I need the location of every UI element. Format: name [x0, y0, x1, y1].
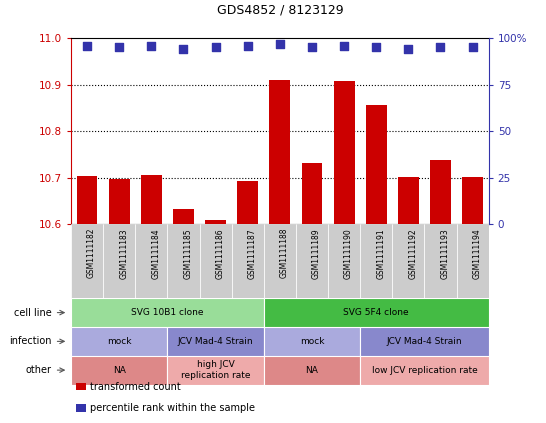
FancyBboxPatch shape — [168, 224, 199, 298]
Text: GDS4852 / 8123129: GDS4852 / 8123129 — [217, 4, 343, 17]
Text: GSM1111189: GSM1111189 — [312, 228, 321, 278]
Bar — [238, 181, 258, 224]
Bar — [76, 176, 98, 224]
Text: mock: mock — [107, 337, 132, 346]
FancyBboxPatch shape — [264, 356, 360, 385]
Bar — [462, 177, 483, 224]
Text: GSM1111187: GSM1111187 — [248, 228, 257, 278]
Text: SVG 10B1 clone: SVG 10B1 clone — [131, 308, 204, 317]
Text: GSM1111191: GSM1111191 — [376, 228, 385, 278]
Text: GSM1111185: GSM1111185 — [183, 228, 192, 278]
Text: low JCV replication rate: low JCV replication rate — [371, 365, 477, 375]
Bar — [173, 209, 194, 224]
Text: JCV Mad-4 Strain: JCV Mad-4 Strain — [387, 337, 462, 346]
Point — [82, 42, 91, 49]
Point — [340, 42, 348, 49]
Text: NA: NA — [112, 365, 126, 375]
FancyBboxPatch shape — [71, 298, 264, 327]
Bar — [366, 104, 387, 224]
Text: GSM1111192: GSM1111192 — [408, 228, 417, 278]
Point — [179, 46, 188, 52]
Bar — [141, 175, 162, 224]
FancyBboxPatch shape — [71, 356, 168, 385]
Text: GSM1111194: GSM1111194 — [473, 228, 482, 279]
Text: GSM1111188: GSM1111188 — [280, 228, 289, 278]
Text: GSM1111184: GSM1111184 — [151, 228, 161, 278]
FancyBboxPatch shape — [168, 327, 264, 356]
Text: GSM1111190: GSM1111190 — [344, 228, 353, 279]
Bar — [109, 179, 129, 224]
FancyBboxPatch shape — [71, 327, 168, 356]
Text: GSM1111186: GSM1111186 — [216, 228, 224, 278]
Point — [436, 44, 445, 51]
Text: GSM1111183: GSM1111183 — [119, 228, 128, 278]
FancyBboxPatch shape — [103, 224, 135, 298]
Bar — [76, 383, 86, 390]
FancyBboxPatch shape — [392, 224, 424, 298]
FancyBboxPatch shape — [424, 224, 456, 298]
Bar — [398, 177, 419, 224]
FancyBboxPatch shape — [232, 224, 264, 298]
FancyBboxPatch shape — [360, 327, 489, 356]
FancyBboxPatch shape — [199, 224, 232, 298]
Bar — [269, 80, 290, 224]
Point — [244, 42, 252, 49]
Point — [372, 44, 381, 51]
Point — [276, 40, 284, 47]
Text: SVG 5F4 clone: SVG 5F4 clone — [343, 308, 409, 317]
FancyBboxPatch shape — [296, 224, 328, 298]
Point — [115, 44, 123, 51]
Bar — [334, 81, 354, 224]
Text: GSM1111182: GSM1111182 — [87, 228, 96, 278]
FancyBboxPatch shape — [71, 224, 103, 298]
FancyBboxPatch shape — [264, 224, 296, 298]
Text: GSM1111193: GSM1111193 — [441, 228, 449, 279]
Text: cell line: cell line — [14, 308, 52, 318]
Bar — [205, 220, 226, 224]
FancyBboxPatch shape — [360, 356, 489, 385]
Text: other: other — [26, 365, 52, 375]
Bar — [301, 163, 322, 224]
Point — [147, 42, 156, 49]
FancyBboxPatch shape — [264, 327, 360, 356]
Text: NA: NA — [306, 365, 318, 375]
Text: mock: mock — [300, 337, 324, 346]
FancyBboxPatch shape — [264, 298, 489, 327]
Text: JCV Mad-4 Strain: JCV Mad-4 Strain — [178, 337, 253, 346]
Text: high JCV
replication rate: high JCV replication rate — [181, 360, 250, 380]
FancyBboxPatch shape — [168, 356, 264, 385]
FancyBboxPatch shape — [360, 224, 392, 298]
Point — [468, 44, 477, 51]
Point — [211, 44, 220, 51]
Text: transformed count: transformed count — [90, 382, 181, 392]
Bar — [76, 404, 86, 412]
Point — [307, 44, 316, 51]
Text: infection: infection — [9, 336, 52, 346]
Text: percentile rank within the sample: percentile rank within the sample — [90, 403, 255, 413]
FancyBboxPatch shape — [328, 224, 360, 298]
FancyBboxPatch shape — [135, 224, 168, 298]
Point — [404, 46, 413, 52]
Bar — [430, 160, 451, 224]
FancyBboxPatch shape — [456, 224, 489, 298]
